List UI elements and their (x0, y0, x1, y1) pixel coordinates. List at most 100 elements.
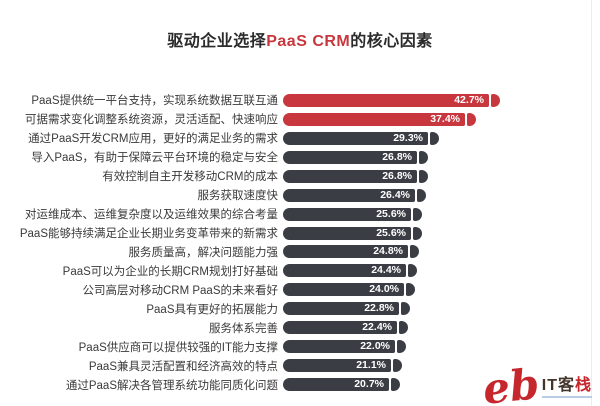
bar-segment: 26.4% (283, 188, 415, 202)
bar-track: 26.8% (283, 169, 428, 183)
bar-segment: 25.6% (283, 226, 411, 240)
bar-track: 24.8% (283, 245, 419, 259)
bar-endcap (410, 245, 419, 259)
watermark-brand-prefix: IT客 (541, 377, 575, 394)
chart-title: 驱动企业选择PaaS CRM的核心因素 (0, 27, 600, 51)
bar-track: 22.0% (283, 340, 406, 354)
bar-label: PaaS兼具灵活配置和经济高效的特点 (88, 360, 278, 373)
bar-row: 服务获取速度快 26.4% (0, 186, 600, 205)
bar-row: 对运维成本、运维复杂度以及运维效果的综合考量 25.6% (0, 205, 600, 224)
bar-endcap (413, 207, 422, 221)
bar-endcap (417, 188, 426, 202)
bar-endcap (399, 321, 408, 335)
bar-value-label: 29.3% (393, 131, 423, 144)
bar-segment: 24.4% (283, 264, 406, 278)
bar-track: 25.6% (283, 226, 422, 240)
bar-value-label: 22.8% (364, 302, 394, 315)
bar-row: 服务质量高，解决问题能力强 24.8% (0, 243, 600, 262)
bar-value-label: 25.6% (376, 207, 406, 220)
bar-value-label: 24.4% (371, 264, 401, 277)
bar-track: 26.4% (283, 188, 426, 202)
bar-value-label: 25.6% (376, 226, 406, 239)
bar-row: PaaS兼具灵活配置和经济高效的特点 21.1% (0, 356, 600, 375)
bar-row: 有效控制自主开发移动CRM的成本 26.8% (0, 167, 600, 186)
bar-track: 20.7% (283, 378, 400, 392)
watermark-logo: eb IT客栈 (480, 358, 592, 406)
bar-endcap (413, 226, 422, 240)
bar-segment: 24.0% (283, 283, 404, 297)
bar-row: PaaS具有更好的拓展能力 22.8% (0, 299, 600, 318)
bar-value-label: 24.0% (369, 283, 399, 296)
bar-label: 服务体系完善 (209, 322, 278, 335)
bar-endcap (393, 359, 402, 373)
bar-value-label: 20.7% (354, 378, 384, 391)
bar-label: PaaS供应商可以提供较强的IT能力支撑 (78, 341, 278, 354)
bar-segment: 21.1% (283, 359, 391, 373)
watermark-script-icon: eb (480, 358, 542, 406)
bar-row: 导入PaaS，有助于保障云平台环境的稳定与安全 26.8% (0, 148, 600, 167)
bar-segment: 42.7% (283, 93, 489, 107)
bar-label: 通过PaaS开发CRM应用，更好的满足业务的需求 (28, 133, 278, 146)
bar-track: 22.4% (283, 321, 408, 335)
page-edge-divider (591, 0, 592, 406)
bar-track: 42.7% (283, 93, 500, 107)
bar-label: 服务获取速度快 (197, 190, 279, 203)
bar-endcap (419, 169, 428, 183)
bar-row: PaaS提供统一平台支持，实现系统数据互联互通 42.7% (0, 91, 600, 110)
bar-segment: 22.8% (283, 302, 399, 316)
bar-value-label: 22.4% (362, 321, 392, 334)
bar-track: 29.3% (283, 131, 439, 145)
bar-row: 可据需求变化调整系统资源，灵活适配、快速响应 37.4% (0, 110, 600, 129)
bar-track: 24.4% (283, 264, 417, 278)
bar-track: 22.8% (283, 302, 410, 316)
bar-endcap (408, 264, 417, 278)
bar-segment: 22.4% (283, 321, 397, 335)
bar-value-label: 26.8% (382, 150, 412, 163)
bar-row: 公司高层对移动CRM PaaS的未来看好 24.0% (0, 280, 600, 299)
bar-row: PaaS可以为企业的长期CRM规划打好基础 24.4% (0, 261, 600, 280)
bar-segment: 26.8% (283, 150, 417, 164)
bar-label: PaaS具有更好的拓展能力 (146, 303, 278, 316)
bar-row: PaaS能够持续满足企业长期业务变革带来的新需求 25.6% (0, 224, 600, 243)
bar-endcap (401, 302, 410, 316)
bar-track: 37.4% (283, 112, 476, 126)
bar-row: 通过PaaS解决各管理系统功能同质化问题 20.7% (0, 375, 600, 394)
bar-endcap (419, 150, 428, 164)
chart-title-suffix: 的核心因素 (350, 33, 433, 50)
bar-endcap (491, 93, 500, 107)
bar-endcap (397, 340, 406, 354)
bar-segment: 20.7% (283, 378, 389, 392)
bar-value-label: 22.0% (360, 340, 390, 353)
bar-row: 通过PaaS开发CRM应用，更好的满足业务的需求 29.3% (0, 129, 600, 148)
bar-segment: 25.6% (283, 207, 411, 221)
bar-segment: 37.4% (283, 112, 465, 126)
bar-label: 可据需求变化调整系统资源，灵活适配、快速响应 (25, 114, 278, 127)
bar-label: 通过PaaS解决各管理系统功能同质化问题 (65, 379, 278, 392)
bar-endcap (406, 283, 415, 297)
bar-endcap (467, 112, 476, 126)
bar-endcap (430, 131, 439, 145)
chart-title-prefix: 驱动企业选择 (167, 33, 267, 50)
bar-segment: 24.8% (283, 245, 408, 259)
bar-value-label: 42.7% (454, 93, 484, 106)
bar-segment: 29.3% (283, 131, 428, 145)
bar-segment: 22.0% (283, 340, 395, 354)
bar-endcap (391, 378, 400, 392)
bar-value-label: 37.4% (430, 112, 460, 125)
bar-segment: 26.8% (283, 169, 417, 183)
bar-label: 导入PaaS，有助于保障云平台环境的稳定与安全 (31, 152, 278, 165)
bar-label: 有效控制自主开发移动CRM的成本 (102, 171, 278, 184)
bar-label: PaaS提供统一平台支持，实现系统数据互联互通 (31, 95, 278, 108)
chart-title-highlight: PaaS CRM (266, 33, 351, 50)
bar-label: 公司高层对移动CRM PaaS的未来看好 (82, 284, 278, 297)
bar-track: 25.6% (283, 207, 422, 221)
bar-value-label: 26.4% (380, 188, 410, 201)
bar-track: 26.8% (283, 150, 428, 164)
bar-value-label: 21.1% (356, 359, 386, 372)
bar-track: 24.0% (283, 283, 415, 297)
bar-label: 服务质量高，解决问题能力强 (128, 246, 279, 259)
watermark-brand-suffix: 栈 (574, 377, 592, 394)
bar-row: 服务体系完善 22.4% (0, 318, 600, 337)
bar-track: 21.1% (283, 359, 402, 373)
